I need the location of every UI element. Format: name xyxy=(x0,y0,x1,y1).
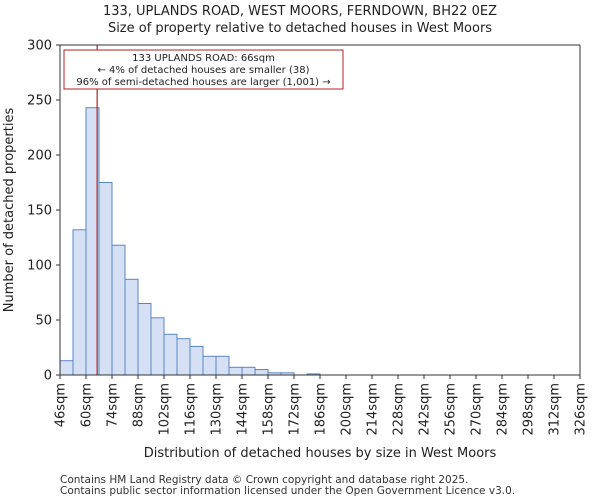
x-tick-label: 172sqm xyxy=(288,383,303,436)
annotation-line: 96% of semi-detached houses are larger (… xyxy=(76,77,330,88)
x-tick-label: 102sqm xyxy=(158,383,173,436)
bar xyxy=(163,333,178,376)
y-tick-label: 150 xyxy=(27,204,52,219)
bar xyxy=(137,303,152,376)
bars-group xyxy=(59,107,321,376)
bar xyxy=(215,355,230,376)
x-axis-label: Distribution of detached houses by size … xyxy=(144,446,497,461)
x-tick-label: 88sqm xyxy=(132,383,147,427)
x-tick-label: 298sqm xyxy=(522,383,537,436)
chart-title: 133, UPLANDS ROAD, WEST MOORS, FERNDOWN,… xyxy=(103,4,497,19)
annotation-line: 133 UPLANDS ROAD: 66sqm xyxy=(132,53,275,64)
annotation-line: ← 4% of detached houses are smaller (38) xyxy=(98,65,310,76)
x-tick-label: 242sqm xyxy=(418,383,433,436)
bar xyxy=(176,338,191,376)
x-tick-label: 312sqm xyxy=(548,383,563,436)
footer-line: Contains HM Land Registry data © Crown c… xyxy=(60,474,468,486)
y-tick-label: 200 xyxy=(27,149,52,164)
y-tick-label: 100 xyxy=(27,259,52,274)
x-tick-label: 46sqm xyxy=(54,383,69,427)
annotation-group: 133 UPLANDS ROAD: 66sqm← 4% of detached … xyxy=(63,49,344,90)
bar xyxy=(59,360,74,376)
x-tick-label: 144sqm xyxy=(236,383,251,436)
x-tick-label: 130sqm xyxy=(210,383,225,436)
bar xyxy=(111,244,126,376)
footer-group: Contains HM Land Registry data © Crown c… xyxy=(60,474,515,497)
x-tick-label: 158sqm xyxy=(262,383,277,436)
x-tick-label: 60sqm xyxy=(80,383,95,427)
bar xyxy=(202,355,217,376)
y-tick-label: 300 xyxy=(27,39,52,54)
footer-line: Contains public sector information licen… xyxy=(60,485,515,497)
bar xyxy=(228,366,243,376)
x-ticks-group: 46sqm 60sqm 74sqm 88sqm 102sqm 116sqm 130sqm 14… xyxy=(54,375,589,436)
y-tick-label: 250 xyxy=(27,94,52,109)
chart-subtitle: Size of property relative to detached ho… xyxy=(108,21,492,36)
bar xyxy=(98,182,113,376)
bar xyxy=(189,345,204,376)
bar xyxy=(150,317,165,376)
bar xyxy=(124,278,139,376)
x-tick-label: 214sqm xyxy=(366,383,381,436)
y-ticks-group: 0 50 100 150 200 250 300 xyxy=(27,39,60,384)
y-tick-label: 50 xyxy=(35,314,52,329)
x-tick-label: 256sqm xyxy=(444,383,459,436)
y-axis-label: Number of detached properties xyxy=(2,108,17,313)
x-tick-label: 186sqm xyxy=(314,383,329,436)
x-tick-label: 326sqm xyxy=(574,383,589,436)
x-tick-label: 270sqm xyxy=(470,383,485,436)
x-tick-label: 116sqm xyxy=(184,383,199,436)
y-tick-label: 0 xyxy=(44,369,52,384)
x-tick-label: 228sqm xyxy=(392,383,407,436)
bar xyxy=(241,366,256,376)
bar xyxy=(72,229,87,376)
bar xyxy=(254,369,269,376)
x-tick-label: 200sqm xyxy=(340,383,355,436)
x-tick-label: 74sqm xyxy=(106,383,121,427)
annotation-box xyxy=(63,49,344,90)
x-tick-label: 284sqm xyxy=(496,383,511,436)
